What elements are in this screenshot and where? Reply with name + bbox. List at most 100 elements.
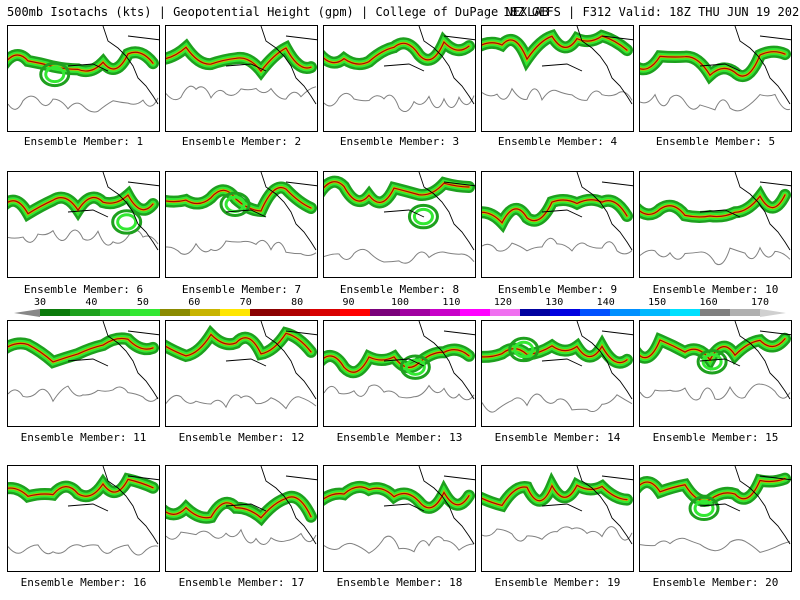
ensemble-member-label: Ensemble Member: 15	[652, 431, 779, 444]
ensemble-map-panel	[481, 465, 634, 572]
colorbar-segment	[520, 309, 551, 316]
coastline	[225, 321, 317, 400]
ensemble-map	[166, 321, 317, 410]
closed-low-isotach	[219, 191, 251, 217]
ensemble-map	[324, 321, 475, 401]
closed-low-isotach	[111, 209, 143, 235]
colorbar-segment	[130, 309, 161, 316]
isotach-band	[482, 484, 628, 507]
ensemble-map	[482, 172, 633, 255]
height-contour	[482, 237, 633, 255]
height-contour	[640, 383, 791, 401]
colorbar-tick-label: 90	[342, 297, 355, 308]
colorbar-segment	[460, 309, 491, 316]
height-contour	[166, 394, 317, 410]
ensemble-map	[640, 321, 791, 401]
colorbar-segment	[490, 309, 521, 316]
isotach-band	[8, 478, 154, 498]
isotach-band	[482, 345, 628, 364]
coastline	[67, 26, 159, 105]
coastline	[699, 26, 791, 105]
colorbar-min-arrow	[14, 309, 40, 317]
closed-low-isotach	[513, 340, 535, 359]
ensemble-map	[482, 466, 633, 545]
height-contour	[324, 384, 475, 401]
ensemble-map-panel	[165, 25, 318, 132]
closed-low-isotach	[116, 213, 138, 231]
colorbar-segment	[100, 309, 131, 316]
ensemble-map-panel	[481, 25, 634, 132]
ensemble-member-label: Ensemble Member: 16	[20, 576, 147, 589]
height-contour	[324, 92, 475, 113]
colorbar-tick-label: 120	[493, 297, 512, 308]
ensemble-member-label: Ensemble Member: 5	[655, 135, 776, 148]
isotach-band	[8, 337, 154, 363]
ensemble-map-panel	[165, 320, 318, 427]
ensemble-member-label: Ensemble Member: 11	[20, 431, 147, 444]
ensemble-map	[324, 172, 475, 264]
ensemble-member-label: Ensemble Member: 19	[494, 576, 621, 589]
colorbar-segment	[400, 309, 431, 316]
ensemble-map-panel	[323, 25, 476, 132]
ensemble-map-panel	[7, 171, 160, 278]
colorbar-tick-label: 160	[699, 297, 718, 308]
closed-low-isotach	[399, 354, 431, 380]
ensemble-map-panel	[7, 465, 160, 572]
ensemble-member-label: Ensemble Member: 9	[497, 283, 618, 296]
colorbar-tick-label: 170	[750, 297, 770, 308]
coastline	[383, 466, 475, 545]
closed-low-isotach	[693, 499, 715, 518]
height-contour	[640, 246, 791, 266]
colorbar-tick-label: 80	[291, 297, 304, 308]
coastline	[699, 466, 791, 545]
ensemble-map	[640, 172, 791, 266]
colorbar-tick-label: 130	[545, 297, 564, 308]
ensemble-map-panel	[639, 465, 792, 572]
ensemble-map	[640, 26, 791, 112]
map-title: 500mb Isotachs (kts) | Geopotential Heig…	[7, 5, 549, 19]
ensemble-map-panel	[323, 465, 476, 572]
ensemble-map	[8, 172, 159, 251]
closed-low-isotach	[44, 65, 66, 84]
coastline	[225, 26, 317, 105]
closed-low-isotach	[701, 353, 723, 371]
height-contour	[482, 393, 633, 413]
colorbar-segment	[190, 309, 221, 316]
height-contour	[166, 239, 317, 256]
ensemble-map-panel	[323, 320, 476, 427]
isotach-band	[324, 40, 470, 65]
colorbar-segment	[220, 309, 251, 316]
ensemble-map-panel	[481, 171, 634, 278]
ensemble-map-panel	[639, 320, 792, 427]
isotach-band	[324, 349, 470, 373]
coastline	[383, 26, 475, 105]
height-contour	[324, 535, 475, 554]
ensemble-member-label: Ensemble Member: 7	[181, 283, 302, 296]
height-contour	[8, 385, 159, 403]
coastline	[67, 466, 159, 545]
ensemble-member-label: Ensemble Member: 10	[652, 283, 779, 296]
ensemble-map	[640, 466, 791, 553]
colorbar-segment	[580, 309, 611, 316]
ensemble-map	[482, 26, 633, 105]
ensemble-map-panel	[7, 320, 160, 427]
colorbar-max-arrow	[760, 309, 786, 317]
colorbar-segment	[370, 309, 401, 316]
coastline	[699, 321, 791, 400]
ensemble-map	[166, 26, 317, 105]
isotach-band	[166, 332, 312, 357]
closed-low-isotach	[688, 495, 720, 522]
height-contour	[640, 93, 791, 112]
height-contour	[8, 95, 159, 113]
ensemble-member-label: Ensemble Member: 2	[181, 135, 302, 148]
closed-low-isotach	[39, 61, 71, 88]
colorbar-segment	[160, 309, 191, 316]
colorbar-segment	[250, 309, 281, 316]
coastline	[699, 172, 791, 251]
ensemble-map-panel	[481, 320, 634, 427]
coastline	[541, 172, 633, 251]
ensemble-map-panel	[323, 171, 476, 278]
coastline	[541, 466, 633, 545]
colorbar-segment	[670, 309, 701, 316]
colorbar-tick-label: 150	[648, 297, 667, 308]
